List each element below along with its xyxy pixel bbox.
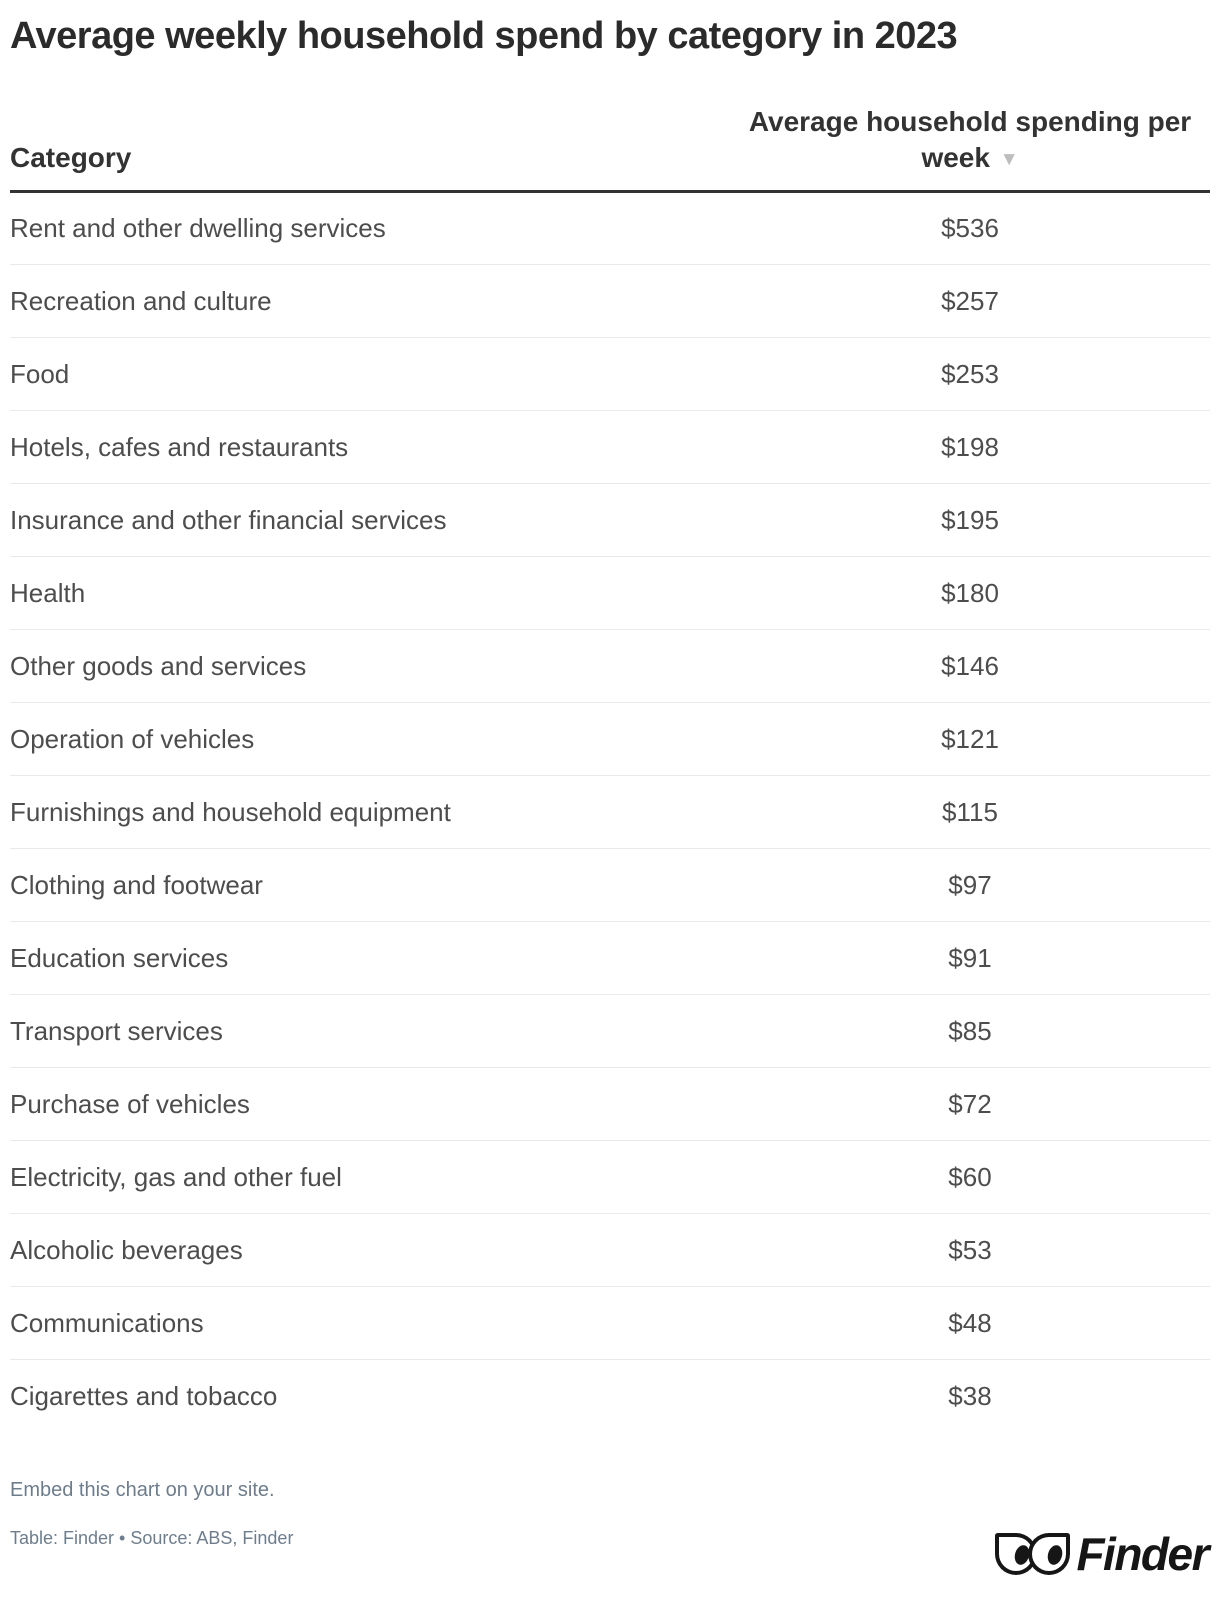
category-cell: Alcoholic beverages	[10, 1213, 730, 1288]
finder-logo-text: Finder	[1076, 1527, 1209, 1580]
table-row: Health $180	[10, 556, 1210, 631]
chart-container: Average weekly household spend by catego…	[10, 14, 1210, 1589]
table-header: Category Average household spending per …	[10, 103, 1210, 194]
embed-link[interactable]: Embed this chart on your site.	[10, 1478, 275, 1501]
column-header-category[interactable]: Category	[10, 103, 730, 194]
value-cell: $195	[730, 483, 1210, 558]
value-cell: $253	[730, 337, 1210, 412]
category-cell: Purchase of vehicles	[10, 1067, 730, 1142]
table-row: Hotels, cafes and restaurants $198	[10, 410, 1210, 485]
category-cell: Communications	[10, 1286, 730, 1361]
value-cell: $198	[730, 410, 1210, 485]
table-row: Transport services $85	[10, 994, 1210, 1069]
table-row: Purchase of vehicles $72	[10, 1067, 1210, 1142]
table-row: Electricity, gas and other fuel $60	[10, 1140, 1210, 1215]
category-cell: Clothing and footwear	[10, 848, 730, 923]
table-row: Furnishings and household equipment $115	[10, 775, 1210, 850]
value-cell: $91	[730, 921, 1210, 996]
category-cell: Food	[10, 337, 730, 412]
value-cell: $38	[948, 1381, 992, 1412]
attribution-text: Table: Finder • Source: ABS, Finder	[10, 1527, 294, 1548]
value-cell: $536	[730, 191, 1210, 266]
value-cell: $180	[730, 556, 1210, 631]
category-cell: Operation of vehicles	[10, 702, 730, 777]
value-cell: $257	[730, 264, 1210, 339]
value-cell: $121	[730, 702, 1210, 777]
category-cell: Education services	[10, 921, 730, 996]
spend-table: Category Average household spending per …	[10, 103, 1210, 1433]
table-row: Operation of vehicles $121	[10, 702, 1210, 777]
table-row: Clothing and footwear $97	[10, 848, 1210, 923]
value-cell: $146	[730, 629, 1210, 704]
table-row: Communications $48	[10, 1286, 1210, 1361]
sort-descending-icon: ▼	[999, 148, 1019, 170]
value-cell: $53	[730, 1213, 1210, 1288]
table-row: Recreation and culture $257	[10, 264, 1210, 339]
value-cell: $115	[730, 775, 1210, 850]
table-row: Food $253	[10, 337, 1210, 412]
value-cell: $97	[730, 848, 1210, 923]
value-cell: $60	[730, 1140, 1210, 1215]
category-cell: Transport services	[10, 994, 730, 1069]
table-row: Rent and other dwelling services $536	[10, 191, 1210, 266]
column-header-spending[interactable]: Average household spending per week ▼	[730, 103, 1210, 194]
column-header-spending-label: Average household spending per week	[748, 105, 1192, 173]
table-row: Alcoholic beverages $53	[10, 1213, 1210, 1288]
finder-eyes-icon	[995, 1532, 1071, 1575]
category-cell: Insurance and other financial services	[10, 483, 730, 558]
table-row: Other goods and services $146	[10, 629, 1210, 704]
table-row: Insurance and other financial services $1…	[10, 483, 1210, 558]
category-cell: Electricity, gas and other fuel	[10, 1140, 730, 1215]
header-row: Category Average household spending per …	[10, 103, 1210, 194]
value-cell: $72	[730, 1067, 1210, 1142]
table-body: Rent and other dwelling services $536 Recr…	[10, 191, 1210, 1433]
table-row: Cigarettes and tobacco $38	[10, 1360, 1210, 1433]
finder-logo[interactable]: Finder	[995, 1527, 1209, 1580]
category-cell: Hotels, cafes and restaurants	[10, 410, 730, 485]
value-cell: $85	[730, 994, 1210, 1069]
category-cell: Rent and other dwelling services	[10, 191, 730, 266]
table-row: Education services $91	[10, 921, 1210, 996]
category-cell: Other goods and services	[10, 629, 730, 704]
eye-right-icon	[1028, 1532, 1071, 1575]
category-cell: Furnishings and household equipment	[10, 775, 730, 850]
category-cell: Recreation and culture	[10, 264, 730, 339]
pupil-icon	[1045, 1543, 1065, 1567]
value-cell: $48	[730, 1286, 1210, 1361]
footer: Embed this chart on your site. Table: Fi…	[10, 1479, 1210, 1589]
chart-title: Average weekly household spend by catego…	[10, 15, 958, 57]
category-cell: Health	[10, 556, 730, 631]
category-cell: Cigarettes and tobacco	[10, 1381, 278, 1412]
